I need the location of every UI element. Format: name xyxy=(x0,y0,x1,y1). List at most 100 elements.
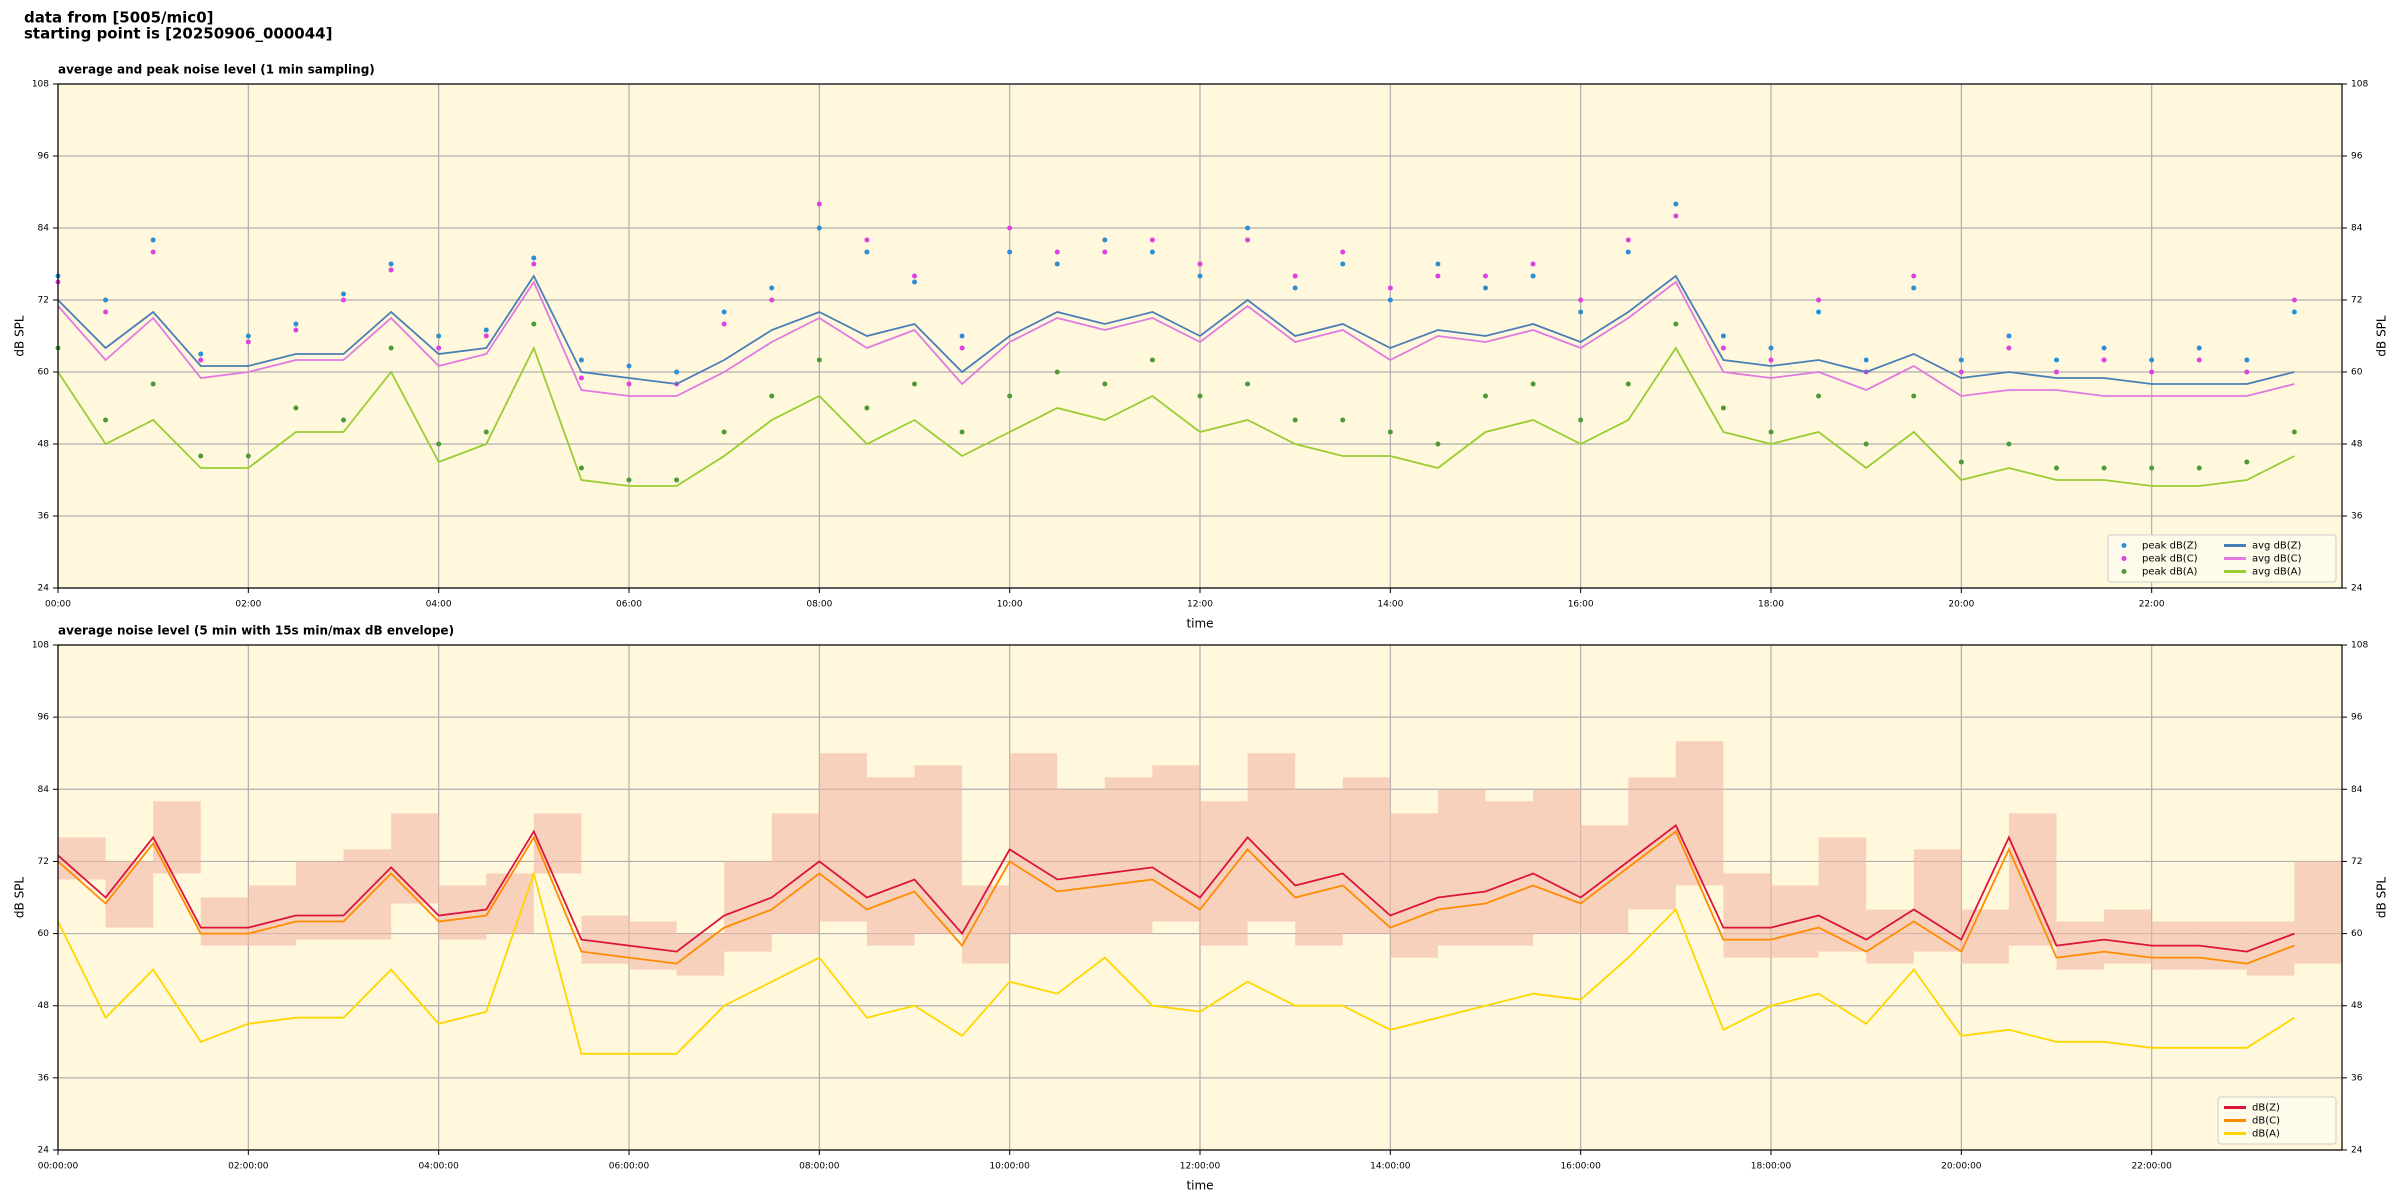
peak-point xyxy=(1102,249,1108,255)
peak-point xyxy=(436,441,442,447)
peak-point xyxy=(2006,441,2012,447)
envelope-band xyxy=(391,813,439,904)
peak-point xyxy=(198,357,204,363)
peak-point xyxy=(1816,393,1822,399)
header-line: starting point is [20250906_000044] xyxy=(24,25,332,43)
series-line xyxy=(57,829,2295,965)
peak-point xyxy=(1149,357,1155,363)
peak-point xyxy=(1102,381,1108,387)
envelope-band xyxy=(676,933,725,976)
peak-point xyxy=(103,309,109,315)
envelope-band xyxy=(866,777,915,946)
peak-point xyxy=(1578,309,1584,315)
legend-marker xyxy=(2121,543,2127,548)
peak-point xyxy=(2244,459,2250,465)
peak-point xyxy=(2101,465,2107,471)
peak-point xyxy=(483,333,489,339)
peak-point xyxy=(1292,273,1298,279)
peak-point xyxy=(959,429,965,435)
peak-point xyxy=(2149,369,2155,375)
peak-point xyxy=(1245,237,1251,243)
peak-point xyxy=(1340,249,1346,255)
envelope-band xyxy=(771,813,820,934)
legend-box xyxy=(2107,534,2337,583)
x-tick-label: 12:00:00 xyxy=(1180,1162,1221,1172)
peak-point xyxy=(1340,261,1346,267)
y-tick-label-right: 96 xyxy=(2351,713,2363,723)
peak-point xyxy=(245,453,251,459)
x-tick-label: 16:00 xyxy=(1568,600,1594,610)
y-tick-label: 96 xyxy=(38,713,50,723)
legend-box xyxy=(2217,1096,2337,1145)
x-tick-label: 20:00:00 xyxy=(1941,1162,1982,1172)
envelope-band xyxy=(1295,789,1343,946)
peak-point xyxy=(1673,321,1679,327)
envelope-band xyxy=(2104,909,2152,964)
peak-point xyxy=(531,261,537,267)
legend-label: dB(Z) xyxy=(2252,1103,2280,1114)
y-axis-label: dB SPL xyxy=(13,315,27,357)
envelope-band xyxy=(1200,801,1248,946)
peak-point xyxy=(1197,273,1203,279)
envelope-band xyxy=(1437,789,1486,946)
y-tick-label: 108 xyxy=(32,80,49,90)
envelope-band xyxy=(1104,777,1153,934)
y-tick-label-right: 72 xyxy=(2351,296,2362,306)
y-tick-label-right: 36 xyxy=(2351,1073,2363,1083)
peak-point xyxy=(1625,249,1631,255)
envelope-band xyxy=(629,921,677,970)
peak-point xyxy=(293,327,299,333)
peak-point xyxy=(959,333,965,339)
y-axis-label-right: dB SPL xyxy=(2375,315,2389,357)
peak-point xyxy=(293,321,299,327)
x-tick-label: 16:00:00 xyxy=(1560,1162,1601,1172)
peak-point xyxy=(1197,261,1203,267)
legend-label: dB(C) xyxy=(2252,1116,2280,1127)
peak-point xyxy=(103,417,109,423)
peak-point xyxy=(2244,357,2250,363)
peak-point xyxy=(912,273,917,279)
peak-point xyxy=(1958,459,1964,465)
y-tick-label-right: 84 xyxy=(2351,224,2363,234)
subplot: average noise level (5 min with 15s min/… xyxy=(13,624,2389,1193)
subplot-title: average noise level (5 min with 15s min/… xyxy=(58,624,454,638)
y-tick-label: 84 xyxy=(38,785,50,795)
peak-point xyxy=(1292,417,1298,423)
x-tick-label: 04:00 xyxy=(426,600,452,610)
peak-point xyxy=(1054,369,1060,375)
peak-point xyxy=(1530,381,1536,387)
peak-point xyxy=(1435,261,1441,267)
envelope-band xyxy=(2294,861,2342,964)
envelope-band xyxy=(1057,789,1105,934)
peak-point xyxy=(245,339,251,345)
peak-point xyxy=(959,345,965,351)
legend-label: peak dB(C) xyxy=(2142,554,2198,565)
y-tick-label-right: 96 xyxy=(2351,152,2363,162)
subplot: average and peak noise level (1 min samp… xyxy=(13,63,2389,631)
peak-point xyxy=(388,261,394,267)
peak-point xyxy=(198,453,204,459)
peak-point xyxy=(2054,465,2059,471)
peak-point xyxy=(1007,393,1013,399)
peak-point xyxy=(2006,333,2012,339)
envelope-band xyxy=(1152,765,1200,922)
peak-point xyxy=(341,417,346,423)
peak-point xyxy=(245,333,251,339)
peak-point xyxy=(816,357,822,363)
peak-point xyxy=(1578,297,1584,303)
peak-point xyxy=(816,225,822,231)
y-tick-label-right: 24 xyxy=(2351,1146,2363,1156)
peak-point xyxy=(769,393,775,399)
peak-point xyxy=(769,297,775,303)
peak-point xyxy=(2196,465,2202,471)
peak-point xyxy=(578,375,584,381)
x-tick-label: 18:00:00 xyxy=(1751,1162,1792,1172)
x-tick-label: 12:00 xyxy=(1187,600,1213,610)
peak-point xyxy=(1768,429,1774,435)
x-tick-label: 18:00 xyxy=(1758,600,1784,610)
y-tick-label: 24 xyxy=(38,1146,50,1156)
peak-point xyxy=(721,429,727,435)
envelope-band xyxy=(58,837,106,880)
peak-point xyxy=(1768,345,1774,351)
legend-marker xyxy=(2121,556,2127,561)
